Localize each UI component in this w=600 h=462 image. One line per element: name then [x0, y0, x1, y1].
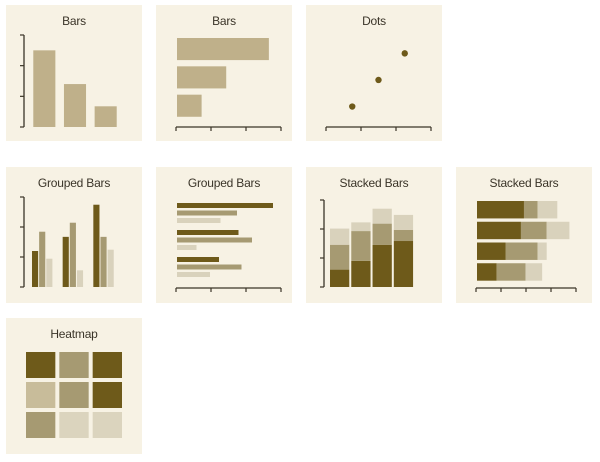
heatmap-cell: [92, 382, 122, 408]
bar-segment: [537, 201, 558, 219]
bar-segment: [477, 263, 497, 281]
bar-segment: [393, 214, 414, 230]
bar: [177, 257, 219, 262]
bar-segment: [393, 241, 414, 287]
bar: [177, 264, 242, 270]
bar-segment: [505, 242, 538, 260]
bar-segment: [496, 263, 526, 281]
bar: [69, 222, 76, 287]
bar-segment: [477, 201, 524, 219]
bar-segment: [523, 201, 538, 219]
heatmap-cell: [26, 352, 56, 378]
bar-segment: [477, 221, 521, 240]
bar: [177, 245, 197, 250]
bar: [39, 231, 46, 287]
bar: [177, 237, 252, 243]
chart-card-stacked-vertical: Stacked Bars: [306, 167, 442, 303]
chart-title: Stacked Bars: [489, 176, 559, 190]
chart-card-dots: Dots: [306, 5, 442, 141]
chart-svg: [320, 199, 414, 288]
bar: [100, 236, 107, 287]
chart-title: Stacked Bars: [339, 176, 409, 190]
bar-segment: [330, 269, 350, 287]
bar-segment: [330, 228, 350, 245]
bar-segment: [546, 221, 570, 240]
bar: [177, 218, 221, 223]
heatmap-cell: [59, 352, 89, 378]
chart-svg: [475, 201, 577, 292]
bar-segment: [330, 244, 350, 270]
bar: [76, 270, 84, 287]
bar-segment: [477, 242, 506, 260]
bar-segment: [351, 260, 371, 287]
chart-card-bars-horizontal: Bars: [156, 5, 292, 141]
bar: [177, 210, 237, 216]
bar: [93, 204, 100, 287]
bar: [33, 50, 56, 128]
chart-card-stacked-horizontal: Stacked Bars: [456, 167, 592, 303]
bar: [32, 251, 39, 287]
chart-svg: [20, 196, 114, 288]
chart-svg: [325, 50, 432, 131]
bar: [63, 84, 87, 127]
chart-title: Dots: [362, 14, 386, 28]
chart-card-heatmap: Heatmap: [6, 318, 142, 454]
chart-svg: [26, 352, 122, 438]
chart-svg: [20, 34, 117, 128]
bar: [94, 106, 117, 127]
bar-segment: [372, 244, 392, 287]
heatmap-cell: [92, 412, 122, 438]
bar: [177, 272, 210, 277]
chart-title: Grouped Bars: [37, 176, 111, 190]
heatmap-cell: [92, 352, 122, 378]
chart-title: Heatmap: [50, 327, 98, 341]
chart-svg: [175, 203, 282, 292]
bar-segment: [351, 222, 371, 232]
bar: [46, 258, 53, 287]
bar-segment: [525, 263, 543, 281]
heatmap-cell: [59, 382, 89, 408]
bar: [177, 38, 269, 61]
chart-card-bars-vertical: Bars: [6, 5, 142, 141]
bar-segment: [537, 242, 547, 260]
bar-segment: [393, 229, 414, 242]
bar-segment: [520, 221, 547, 240]
chart-card-grouped-horizontal: Grouped Bars: [156, 167, 292, 303]
chart-svg: [175, 38, 282, 131]
bar-segment: [372, 223, 392, 245]
dot: [401, 50, 408, 57]
heatmap-cell: [59, 412, 89, 438]
chart-title: Bars: [212, 14, 236, 28]
heatmap-cell: [26, 382, 56, 408]
dot: [349, 103, 356, 110]
chart-title: Grouped Bars: [187, 176, 261, 190]
bar: [177, 66, 227, 89]
bar: [177, 203, 273, 208]
bar: [177, 230, 239, 235]
bar-segment: [372, 208, 392, 224]
bar: [62, 236, 69, 287]
chart-card-grouped-vertical: Grouped Bars: [6, 167, 142, 303]
chart-title: Bars: [62, 14, 86, 28]
bar: [177, 94, 202, 117]
bar-segment: [351, 231, 371, 261]
dot: [375, 76, 382, 84]
bar: [107, 249, 114, 287]
heatmap-cell: [26, 412, 56, 438]
